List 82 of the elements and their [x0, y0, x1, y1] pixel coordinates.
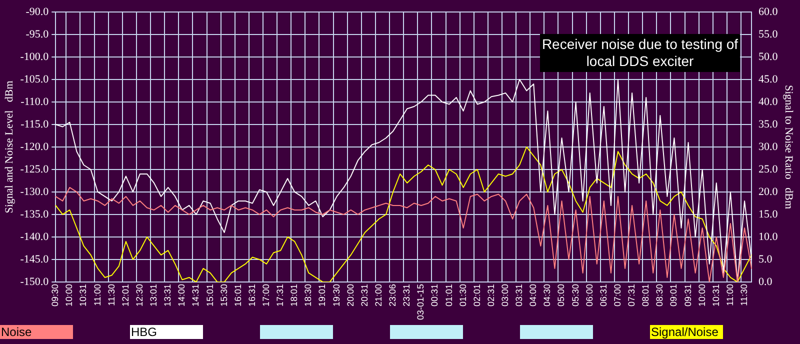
y-tick-label: -95.0 [26, 28, 50, 40]
x-tick-label: 07:31 [626, 284, 637, 307]
x-tick-label: 20:31 [359, 284, 370, 307]
x-tick-label: 13:01 [148, 284, 159, 307]
y2-tick-label: 55.0 [758, 28, 778, 40]
y-tick-label: -150.0 [20, 276, 50, 288]
y-tick-label: -135.0 [20, 208, 50, 220]
x-tick-label: 07:00 [612, 284, 622, 307]
y-axis-title: Signal and Noise Level dBm [3, 80, 16, 214]
x-tick-label: 21:00 [373, 284, 384, 307]
x-tick-label: 09:01 [668, 284, 679, 307]
x-tick-label: 03:31 [514, 284, 524, 307]
text: HBG [130, 325, 203, 339]
y-tick-label: -110.0 [20, 96, 50, 108]
y-tick-label: -140.0 [20, 230, 50, 243]
x-tick-label: 23:06 [388, 284, 398, 307]
y2-tick-label: 30.0 [758, 140, 778, 153]
x-tick-label: 11:00 [724, 284, 735, 306]
x-tick-label: 06:00 [584, 284, 594, 307]
y2-tick-label: 40.0 [758, 96, 778, 108]
y2-tick-label: 0.0 [758, 276, 773, 288]
x-tick-label: 12:01 [120, 284, 130, 307]
y2-tick-label: 20.0 [758, 186, 778, 198]
y-tick-label: -125.0 [20, 163, 50, 176]
x-tick-label: 10:31 [710, 284, 721, 307]
x-tick-label: 19:30 [331, 284, 342, 307]
y-tick-label: -90.0 [26, 6, 50, 18]
text: Noise [0, 325, 73, 339]
y-tick-label: -145.0 [20, 253, 50, 266]
x-tick-label: 10:31 [78, 284, 88, 307]
x-tick-label: 02:31 [486, 284, 496, 307]
y-tick-label: -105.0 [20, 73, 50, 86]
x-tick-label: 11:30 [739, 284, 750, 306]
annotation: Receiver noise due to testing of local DDS exciter [540, 34, 740, 72]
x-tick-label: 04:00 [528, 284, 538, 307]
x-tick-label: 05:00 [556, 284, 566, 307]
x-tick-label: 15:01 [204, 284, 215, 307]
y2-tick-label: 25.0 [758, 163, 778, 176]
x-tick-label: 06:31 [598, 284, 608, 307]
x-tick-label: 20:00 [345, 284, 356, 307]
x-tick-label: 13:31 [162, 284, 173, 307]
x-tick-label: 03:00 [500, 284, 510, 307]
x-tick-label: 12:30 [134, 284, 144, 307]
x-tick-label: 10:00 [696, 284, 707, 307]
x-tick-label: 10:00 [64, 284, 74, 307]
y2-tick-label: 45.0 [758, 73, 778, 86]
y2-tick-label: 50.0 [758, 50, 778, 63]
x-tick-label: 17:00 [260, 284, 271, 307]
y-tick-label: -120.0 [20, 140, 50, 153]
x-tick-label: 17:31 [275, 284, 286, 307]
x-tick-label: 01:01 [444, 284, 454, 307]
x-tick-label: 18:01 [289, 284, 300, 307]
x-tick-label: 08:30 [654, 284, 665, 307]
y-tick-label: -100.0 [20, 50, 50, 63]
x-tick-label: 05:30 [570, 284, 580, 307]
x-tick-label: 15:30 [218, 284, 229, 307]
x-tick-label: 16:01 [232, 284, 243, 307]
x-tick-label: 09:31 [682, 284, 693, 307]
y2-tick-label: 5.0 [758, 253, 773, 266]
x-tick-label: 02:01 [472, 284, 482, 307]
x-tick-label: 14:00 [176, 284, 187, 307]
x-tick-label: 08:01 [640, 284, 651, 307]
x-tick-label: 03-01-15 [416, 284, 426, 320]
x-tick-label: 11:30 [106, 284, 116, 306]
x-tick-label: 04:30 [542, 284, 552, 307]
y-tick-label: -115.0 [20, 118, 50, 130]
x-tick-label: 18:30 [303, 284, 314, 307]
x-tick-label: 11:00 [92, 284, 102, 306]
x-tick-label: 01:30 [458, 284, 468, 307]
x-tick-label: 16:31 [246, 284, 257, 307]
y2-tick-label: 10.0 [758, 230, 778, 243]
x-tick-label: 19:01 [317, 284, 328, 307]
y2-tick-label: 35.0 [758, 118, 778, 130]
x-tick-label: 23:31 [402, 284, 412, 307]
x-tick-label: 09:30 [50, 284, 60, 307]
text: Signal/Noise [650, 325, 723, 339]
y2-tick-label: 15.0 [758, 208, 778, 220]
y2-axis-title: Signal to Noise Ratio dBm [782, 84, 795, 210]
y-tick-label: -130.0 [20, 186, 50, 198]
y2-tick-label: 60.0 [758, 6, 778, 18]
x-tick-label: 14:31 [190, 284, 201, 307]
x-tick-label: 00:31 [430, 284, 440, 307]
